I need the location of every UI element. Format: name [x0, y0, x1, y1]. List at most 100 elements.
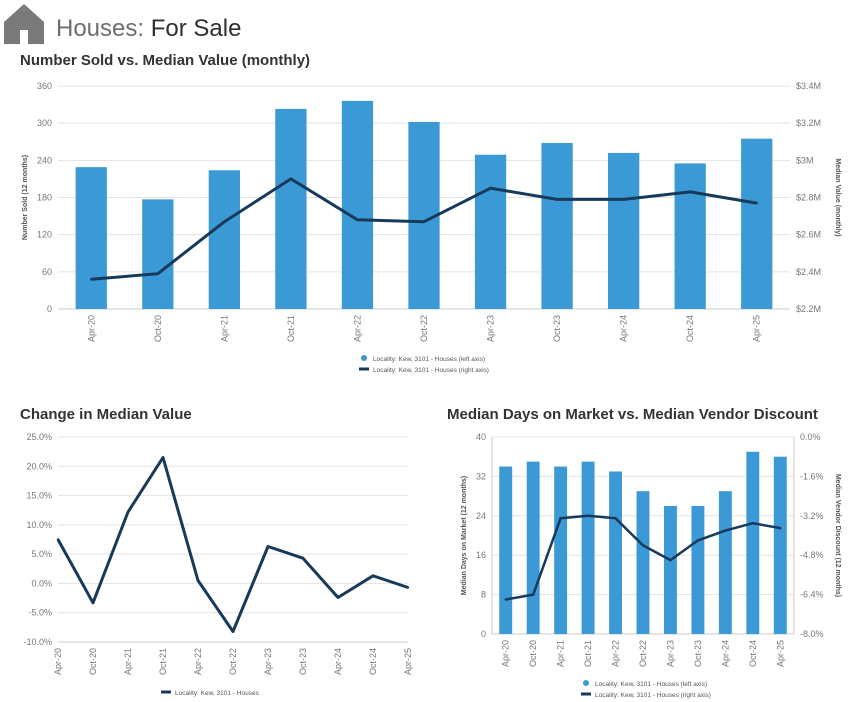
y-tick-label-right: $3.2M	[796, 118, 821, 128]
y-tick-label-right: $2.2M	[796, 304, 821, 314]
line-point	[161, 456, 165, 459]
legend-label: Locality: Kew, 3101 - Houses (left axis)	[595, 681, 707, 688]
line-point	[641, 544, 645, 547]
x-tick-label: Apr-24	[333, 648, 343, 675]
line-point	[422, 220, 426, 223]
x-tick-label: Apr-24	[619, 315, 629, 342]
bar	[607, 152, 640, 309]
y-tick-label-left: 8	[481, 590, 486, 600]
bar	[541, 142, 573, 309]
line-point	[266, 545, 270, 548]
line-point	[688, 190, 692, 194]
page-title-main: For Sale	[150, 15, 242, 42]
x-tick-label: Apr-22	[611, 640, 621, 667]
y-tick-label-left: 5.0%	[31, 549, 52, 559]
x-tick-label: Oct-20	[88, 648, 98, 675]
line-point	[91, 601, 95, 604]
y-tick-label-left: 60	[42, 267, 52, 277]
y-axis-title-right: Median Vendor Discount (12 months)	[834, 474, 841, 597]
y-tick-label-right: $2.4M	[796, 267, 821, 277]
x-tick-label: Apr-23	[263, 648, 273, 675]
y-tick-label-left: 20.0%	[26, 461, 52, 471]
bar	[636, 491, 650, 634]
x-tick-label: Oct-23	[298, 648, 308, 675]
x-tick-label: Apr-22	[193, 648, 203, 675]
line-point	[289, 177, 293, 181]
bar	[526, 461, 540, 634]
line-point	[406, 586, 410, 589]
bar	[664, 505, 677, 634]
bar	[142, 199, 174, 309]
line-point	[489, 187, 492, 190]
line-point	[223, 220, 226, 223]
legend-label: Locality: Kew, 3101 - Houses (left axis)	[373, 356, 485, 363]
y-axis-title-right: Median Value (monthly)	[834, 158, 841, 236]
y-tick-label-left: 25.0%	[26, 432, 52, 442]
house-icon	[4, 4, 44, 44]
bar	[554, 466, 568, 634]
x-tick-label: Apr-23	[486, 315, 496, 342]
x-tick-label: Oct-23	[693, 640, 703, 667]
page-title-prefix: Houses:	[56, 15, 145, 42]
line-point	[504, 598, 507, 601]
line-point	[531, 593, 535, 596]
y-tick-label-left: 360	[37, 81, 52, 91]
y-tick-label-right: $2.8M	[796, 193, 821, 203]
x-tick-label: Oct-24	[685, 315, 695, 342]
bar	[773, 456, 787, 634]
x-tick-label: Apr-25	[403, 648, 413, 675]
line-point	[156, 272, 160, 275]
y-tick-label-left: 300	[37, 118, 52, 128]
y-tick-label-left: 15.0%	[26, 491, 52, 501]
bar	[341, 100, 374, 309]
x-tick-label: Apr-20	[501, 640, 511, 667]
bar	[474, 154, 507, 309]
line-point	[90, 278, 93, 281]
line-point	[301, 557, 305, 560]
bar	[674, 163, 706, 309]
line-point	[356, 218, 359, 221]
x-tick-label: Oct-24	[748, 640, 758, 667]
y-tick-label-right: 0.0%	[800, 432, 821, 442]
x-tick-label: Apr-20	[53, 648, 63, 675]
y-tick-label-left: 0.0%	[31, 578, 52, 588]
y-tick-label-right: -8.0%	[800, 629, 824, 639]
x-tick-label: Oct-22	[638, 640, 648, 667]
y-tick-label-right: -6.4%	[800, 590, 824, 600]
line-point	[755, 201, 758, 205]
x-tick-label: Oct-22	[228, 648, 238, 675]
bar	[718, 491, 732, 634]
y-tick-label-left: 0	[481, 629, 486, 639]
x-tick-label: Apr-21	[556, 640, 566, 667]
y-tick-label-left: 10.0%	[26, 520, 52, 530]
x-tick-label: Oct-21	[286, 315, 296, 342]
y-tick-label-right: -3.2%	[800, 511, 824, 521]
bar	[75, 167, 107, 309]
legend-label: Locality: Kew, 3101 - Houses	[175, 690, 260, 697]
x-tick-label: Oct-23	[552, 315, 562, 342]
legend-label: Locality: Kew, 3101 - Houses (right axis…	[373, 367, 489, 374]
x-tick-label: Apr-25	[775, 640, 785, 667]
y-tick-label-left: 24	[476, 511, 486, 521]
y-axis-title-left: Number Sold (12 months)	[22, 155, 29, 240]
x-tick-label: Oct-21	[158, 648, 168, 675]
x-tick-label: Oct-24	[368, 648, 378, 675]
x-tick-label: Apr-25	[752, 315, 762, 342]
line-point	[555, 198, 559, 201]
line-point	[56, 538, 60, 541]
y-tick-label-right: -4.8%	[800, 550, 824, 560]
legend-marker-bar	[583, 680, 589, 686]
line-point	[126, 510, 130, 514]
y-tick-label-left: -5.0%	[28, 608, 52, 618]
x-tick-label: Apr-24	[720, 640, 730, 667]
x-tick-label: Oct-21	[583, 640, 593, 667]
bar	[741, 138, 773, 309]
y-tick-label-left: 240	[37, 155, 52, 165]
line-point	[622, 198, 625, 201]
x-tick-label: Oct-20	[153, 315, 163, 342]
y-tick-label-right: $3.4M	[796, 81, 821, 91]
line-point	[371, 574, 375, 578]
